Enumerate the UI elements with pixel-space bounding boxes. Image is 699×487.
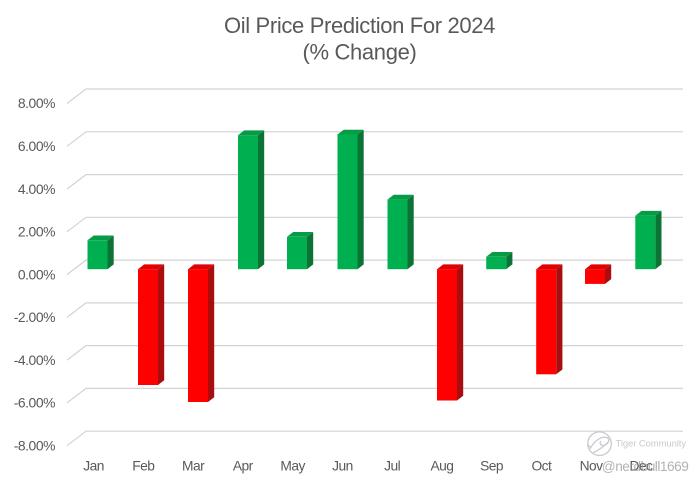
svg-text:Mar: Mar — [182, 458, 205, 473]
svg-text:@nerdbull1669: @nerdbull1669 — [602, 459, 689, 474]
svg-text:Apr: Apr — [233, 458, 254, 473]
svg-text:Feb: Feb — [132, 458, 155, 473]
svg-text:8.00%: 8.00% — [18, 95, 55, 111]
svg-text:Dec: Dec — [629, 458, 653, 473]
svg-text:-4.00%: -4.00% — [14, 352, 55, 368]
svg-text:(% Change): (% Change) — [303, 40, 417, 65]
svg-text:Jun: Jun — [332, 458, 353, 473]
svg-text:-2.00%: -2.00% — [14, 309, 55, 325]
svg-text:Nov: Nov — [580, 458, 604, 473]
svg-text:Oct: Oct — [531, 458, 552, 473]
svg-text:May: May — [280, 458, 305, 473]
svg-text:Oil Price Prediction For 2024: Oil Price Prediction For 2024 — [224, 13, 495, 38]
svg-text:-8.00%: -8.00% — [14, 437, 55, 453]
svg-text:4.00%: 4.00% — [18, 181, 55, 197]
svg-text:2.00%: 2.00% — [18, 224, 55, 240]
svg-text:Jul: Jul — [384, 458, 400, 473]
svg-text:Jan: Jan — [83, 458, 104, 473]
svg-text:6.00%: 6.00% — [18, 138, 55, 154]
svg-text:Tiger Community: Tiger Community — [616, 439, 687, 450]
svg-text:Sep: Sep — [480, 458, 504, 473]
svg-text:0.00%: 0.00% — [18, 266, 55, 282]
svg-text:Aug: Aug — [430, 458, 453, 473]
svg-text:-6.00%: -6.00% — [14, 395, 55, 411]
